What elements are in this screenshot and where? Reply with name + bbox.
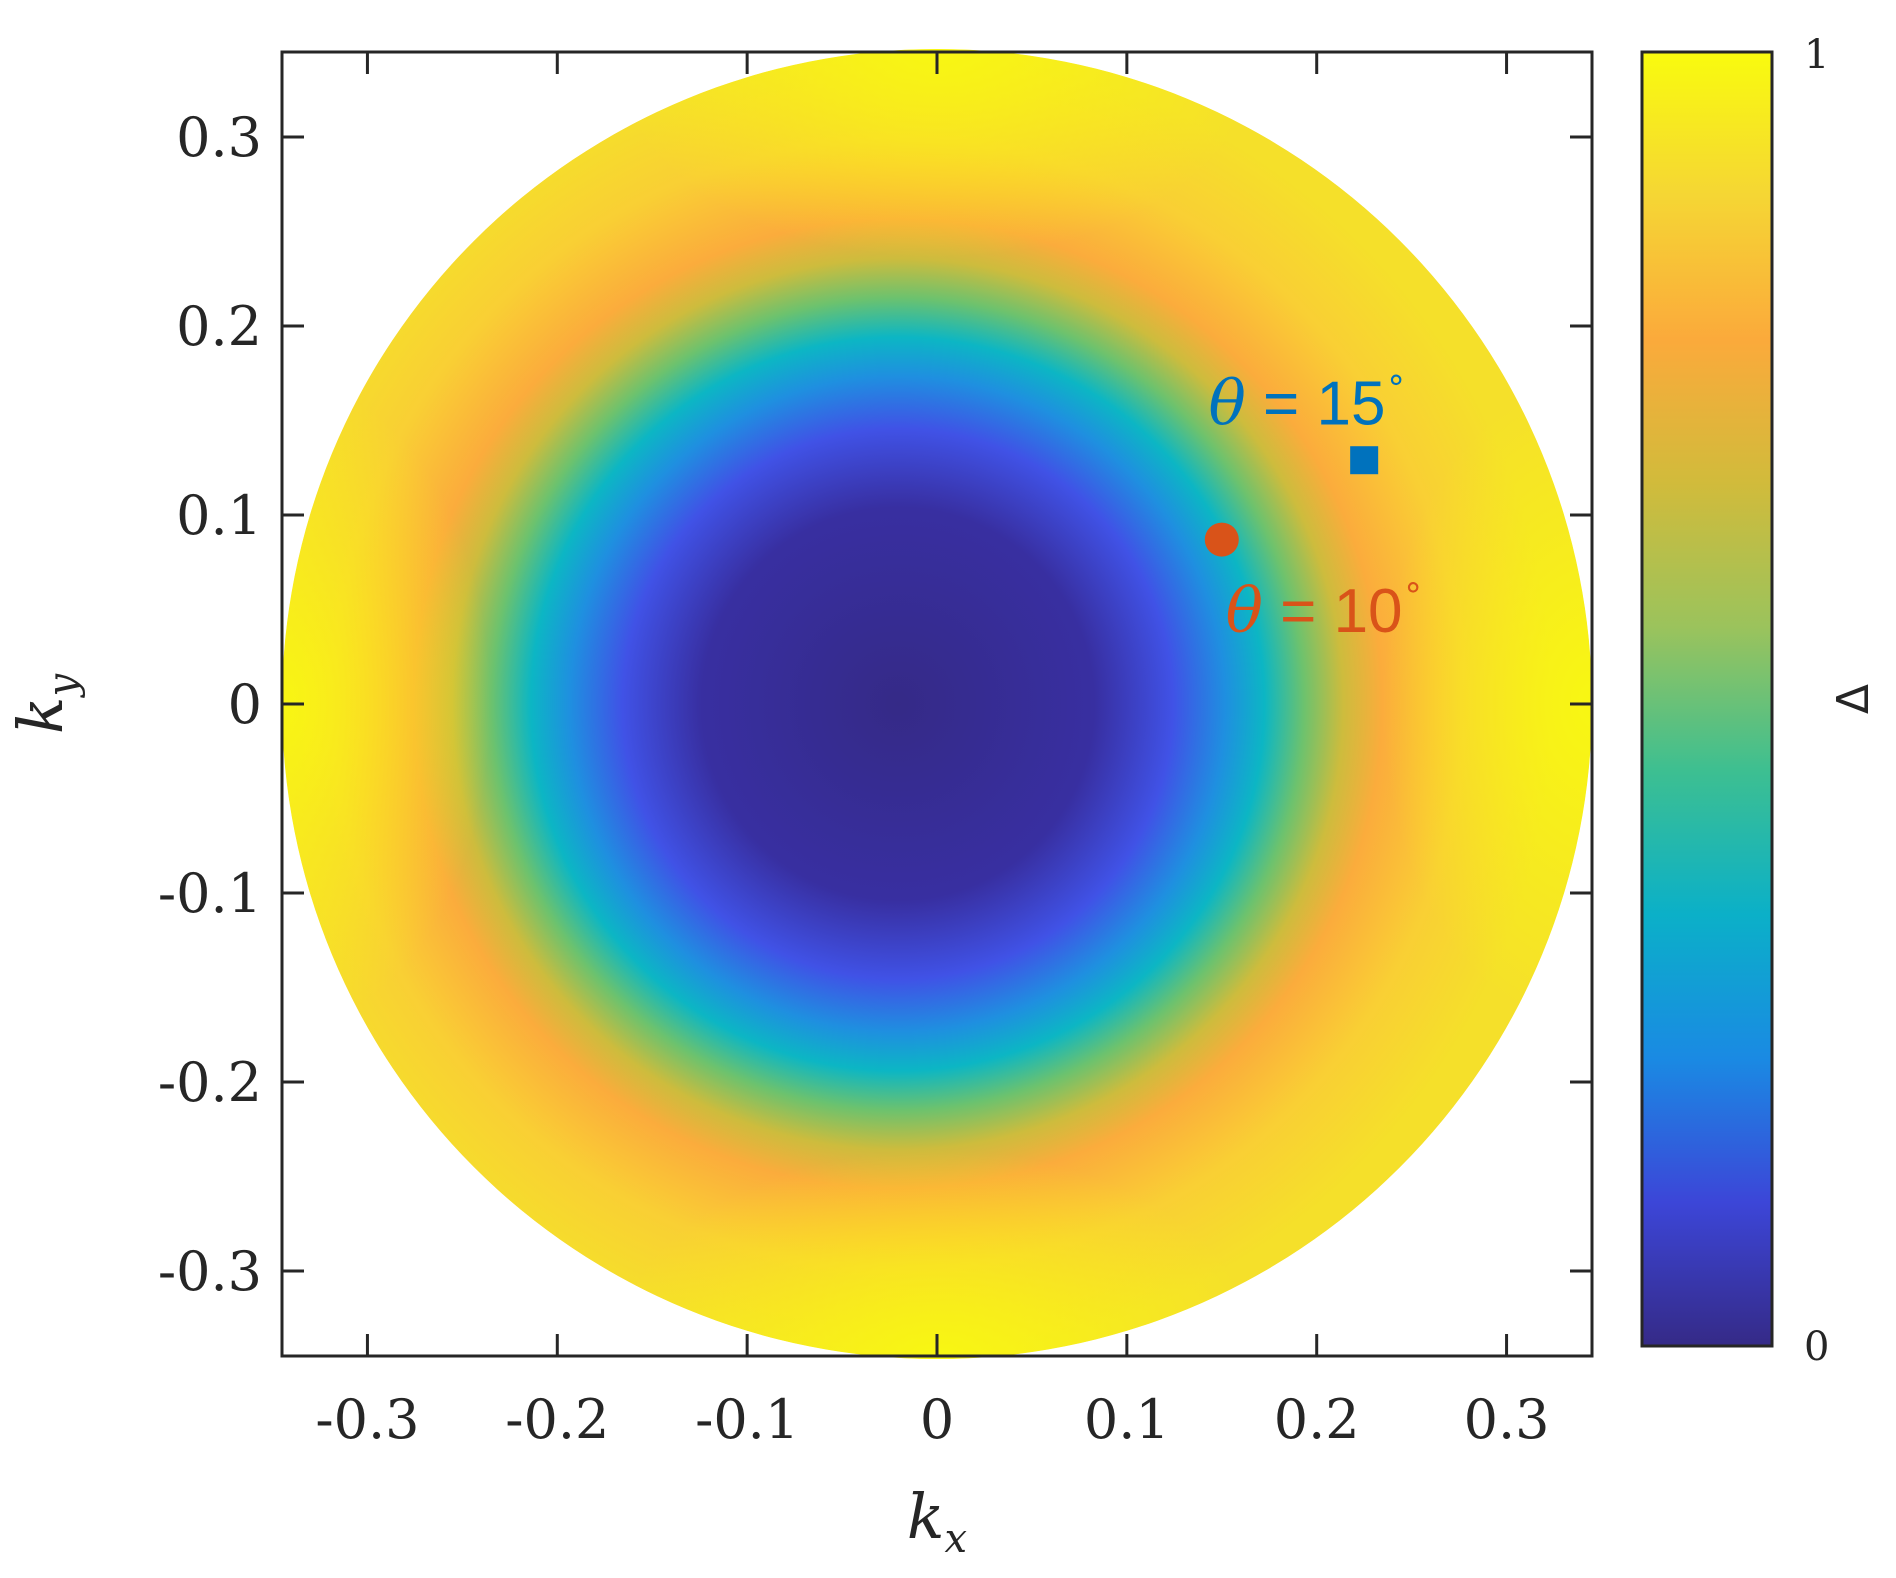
heatmap-field [282,49,1592,1359]
colorbar-max-label: 1 [1804,32,1829,78]
edge-highlight [1382,376,1592,1032]
edge-highlight [609,1149,1265,1359]
marker-square [1350,446,1379,475]
angle-annotation: θ = 10∘ [1226,568,1424,647]
edge-highlight [282,376,492,1032]
y-tick-label: 0.1 [176,484,262,547]
x-tick-label: 0.1 [1084,1388,1170,1451]
y-tick-label: 0.2 [176,295,262,358]
x-tick-label: 0.3 [1464,1388,1550,1451]
marker-layer [1204,446,1379,557]
x-tick-label: 0 [920,1388,954,1451]
field-disk [282,49,1592,1359]
y-tick-label: 0 [228,673,262,736]
tick-layer: -0.3 -0.2 -0.1 0 0.1 0.2 0.3 -0.3 -0.2 -0.1 0 0.1 0.… [158,52,1592,1451]
x-tick-label: -0.2 [505,1388,609,1451]
colorbar-label: Δ [1828,684,1879,714]
x-tick-label: -0.3 [315,1388,419,1451]
x-tick-label: 0.2 [1274,1388,1360,1451]
marker-circle [1204,522,1239,557]
colorbar-min-label: 0 [1804,1324,1829,1370]
y-tick-label: 0.3 [176,106,262,169]
y-tick-label: -0.1 [158,862,262,925]
colorbar-ramp [1640,50,1774,1348]
x-axis-label: kx [907,1480,967,1562]
y-tick-label: -0.3 [158,1240,262,1303]
annotation-layer: θ = 15∘ θ = 10∘ [1208,360,1423,647]
colorbar: 1 0 Δ [1640,32,1879,1370]
edge-highlight [609,49,1265,259]
x-tick-label: -0.1 [695,1388,799,1451]
y-tick-label: -0.2 [158,1051,262,1114]
angle-annotation: θ = 15∘ [1208,360,1406,439]
y-axis-label: ky [4,673,86,735]
